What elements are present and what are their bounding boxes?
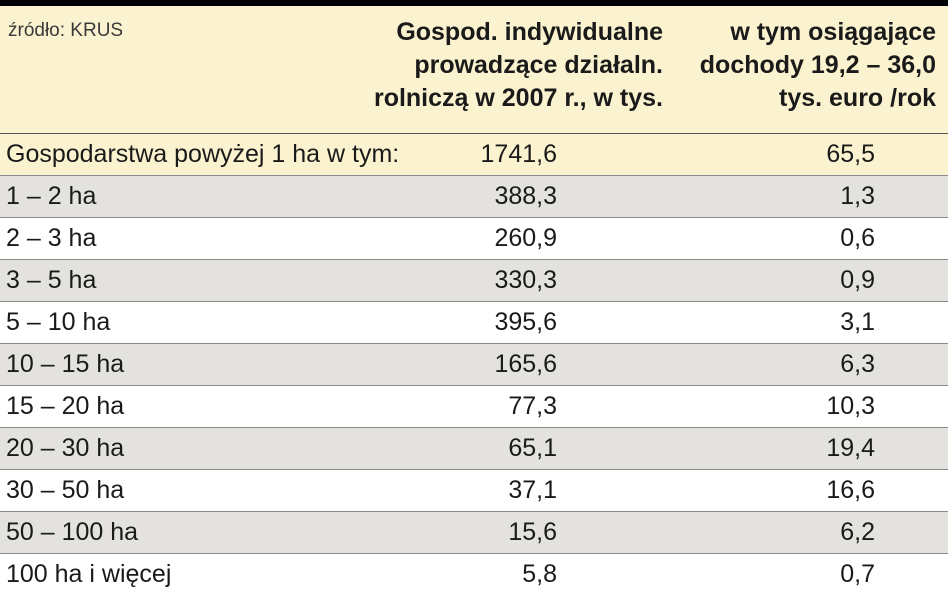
income-count-cell: 0,9 [675,259,948,302]
farms-count-cell: 37,1 [350,469,675,512]
income-count-cell: 1,3 [675,175,948,218]
farms-count-cell: 395,6 [350,301,675,344]
table-row: 15 – 20 ha 77,3 10,3 [0,385,948,428]
column-header-farms-line-3: rolniczą w 2007 r., w tys. [373,84,663,112]
column-header-income-line-1: w tym osiągające [730,18,936,46]
table-row: 100 ha i więcej 5,8 0,7 [0,553,948,595]
table-body: Gospodarstwa powyżej 1 ha w tym: 1741,6 65… [0,133,948,595]
table-row: 5 – 10 ha 395,6 3,1 [0,301,948,344]
row-label: 5 – 10 ha [0,301,350,344]
table-row-total: Gospodarstwa powyżej 1 ha w tym: 1741,6 65… [0,133,948,176]
farms-count-cell: 260,9 [350,217,675,260]
table-row: 50 – 100 ha 15,6 6,2 [0,511,948,554]
table-row: 20 – 30 ha 65,1 19,4 [0,427,948,470]
farms-count-cell: 65,1 [350,427,675,470]
row-label: 3 – 5 ha [0,259,350,302]
column-header-income-line-2: dochody 19,2 – 36,0 [699,51,936,79]
income-count-cell: 65,5 [675,133,948,176]
row-label: 100 ha i więcej [0,553,350,595]
table-row: 30 – 50 ha 37,1 16,6 [0,469,948,512]
farms-count-cell: 5,8 [350,553,675,595]
row-label: 1 – 2 ha [0,175,350,218]
row-label: 10 – 15 ha [0,343,350,386]
column-header-income-line-3: tys. euro /rok [779,84,936,112]
row-label: 15 – 20 ha [0,385,350,428]
row-label: 50 – 100 ha [0,511,350,554]
farms-count-cell: 15,6 [350,511,675,554]
farm-income-table: źródło: KRUS Gospod. indywidualne prowad… [0,6,948,595]
table-header: źródło: KRUS Gospod. indywidualne prowad… [0,6,948,134]
row-label: 20 – 30 ha [0,427,350,470]
column-header-farms-line-1: Gospod. indywidualne [396,18,663,46]
source-note: źródło: KRUS [0,6,350,134]
row-label: 2 – 3 ha [0,217,350,260]
table-row: 10 – 15 ha 165,6 6,3 [0,343,948,386]
income-count-cell: 6,2 [675,511,948,554]
table-row: 1 – 2 ha 388,3 1,3 [0,175,948,218]
income-count-cell: 10,3 [675,385,948,428]
income-count-cell: 0,7 [675,553,948,595]
column-header-farms: Gospod. indywidualne prowadzące działaln… [350,6,675,134]
income-count-cell: 0,6 [675,217,948,260]
farms-count-cell: 1741,6 [350,133,675,176]
income-count-cell: 3,1 [675,301,948,344]
income-count-cell: 19,4 [675,427,948,470]
farms-count-cell: 77,3 [350,385,675,428]
table-row: 3 – 5 ha 330,3 0,9 [0,259,948,302]
column-header-farms-line-2: prowadzące działaln. [414,51,663,79]
income-count-cell: 6,3 [675,343,948,386]
column-header-income: w tym osiągające dochody 19,2 – 36,0 tys… [675,6,948,134]
income-count-cell: 16,6 [675,469,948,512]
header-row: źródło: KRUS Gospod. indywidualne prowad… [0,6,948,134]
row-label: Gospodarstwa powyżej 1 ha w tym: [0,133,399,176]
row-label: 30 – 50 ha [0,469,350,512]
farms-count-cell: 388,3 [350,175,675,218]
table-row: 2 – 3 ha 260,9 0,6 [0,217,948,260]
farms-count-cell: 165,6 [350,343,675,386]
farms-count-cell: 330,3 [350,259,675,302]
